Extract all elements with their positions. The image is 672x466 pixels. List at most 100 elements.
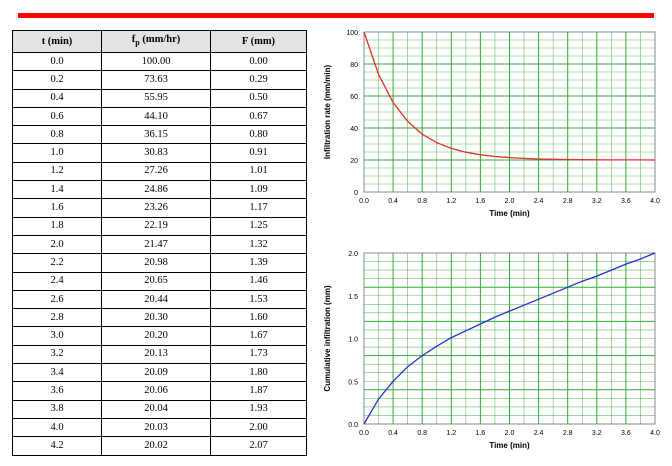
y-tick-label: 0.5: [348, 379, 358, 386]
y-axis-label: Cumulative infiltration (mm): [323, 285, 332, 392]
cell-cumulative: 1.80: [210, 363, 307, 383]
cell-cumulative: 1.53: [210, 289, 307, 310]
cell-rate: 22.19: [101, 216, 211, 236]
cell-time: 4.0: [12, 417, 102, 438]
table-body: 0.0 100.00 0.00 0.2 73.63 0.29 0.4 55.95 0.50 0.6…: [12, 51, 307, 456]
cell-cumulative: 1.60: [210, 308, 307, 328]
cell-cumulative: 0.00: [210, 51, 307, 72]
table-row: 3.4 20.09 1.80: [12, 363, 307, 383]
x-axis-label: Time (min): [489, 441, 530, 450]
x-tick-label: 0.4: [388, 430, 398, 437]
cell-rate: 24.86: [101, 180, 211, 200]
cumulative-infiltration-chart: 0.0 0.5 1.0 1.5 2.0 0.0 0.4 0.8 1.2 1.6 2.0 2.4 2.8 3…: [323, 251, 660, 450]
cell-rate: 20.03: [101, 417, 211, 438]
x-tick-label: 0.0: [359, 198, 369, 205]
header-cumulative: F (mm): [210, 30, 307, 53]
table-row: 0.6 44.10 0.67: [12, 106, 307, 127]
x-tick-label: 2.0: [505, 430, 515, 437]
table-row: 1.4 24.86 1.09: [12, 180, 307, 200]
infiltration-table: t (min) fp (mm/hr) F (mm) 0.0 100.00 0.00 0…: [12, 30, 307, 456]
y-tick-label: 20: [350, 158, 358, 165]
cell-time: 0.6: [12, 106, 102, 127]
cell-rate: 20.13: [101, 344, 211, 365]
cell-time: 1.8: [12, 216, 102, 236]
cell-cumulative: 0.67: [210, 106, 307, 127]
x-tick-label: 2.8: [563, 430, 573, 437]
cell-rate: 23.26: [101, 198, 211, 218]
table-row: 1.8 22.19 1.25: [12, 216, 307, 236]
cell-rate: 27.26: [101, 161, 211, 182]
table-row: 1.2 27.26 1.01: [12, 161, 307, 182]
cell-time: 2.6: [12, 289, 102, 310]
y-tick-label: 1.0: [348, 337, 358, 344]
x-tick-label: 2.4: [534, 430, 544, 437]
x-tick-label: 3.6: [621, 430, 631, 437]
x-tick-label: 2.4: [534, 198, 544, 205]
cell-time: 3.0: [12, 326, 102, 346]
cell-rate: 20.04: [101, 399, 211, 419]
cell-rate: 20.98: [101, 253, 211, 273]
cell-rate: 73.63: [101, 70, 211, 90]
cell-time: 2.0: [12, 234, 102, 255]
x-tick-label: 0.4: [388, 198, 398, 205]
x-tick-label: 2.0: [505, 198, 515, 205]
x-tick-label: 0.8: [417, 198, 427, 205]
cell-cumulative: 1.73: [210, 344, 307, 365]
cell-rate: 20.06: [101, 381, 211, 401]
cell-rate: 30.83: [101, 143, 211, 163]
cell-cumulative: 1.39: [210, 253, 307, 273]
table-row: 2.2 20.98 1.39: [12, 253, 307, 273]
table-row: 2.4 20.65 1.46: [12, 271, 307, 291]
table-header-row: t (min) fp (mm/hr) F (mm): [12, 30, 307, 53]
x-tick-label: 4.0: [650, 430, 660, 437]
table-row: 3.0 20.20 1.67: [12, 326, 307, 346]
cell-cumulative: 1.25: [210, 216, 307, 236]
x-tick-label: 1.6: [476, 198, 486, 205]
cell-cumulative: 1.67: [210, 326, 307, 346]
cell-time: 3.4: [12, 363, 102, 383]
cell-time: 0.0: [12, 51, 102, 72]
cell-cumulative: 2.07: [210, 436, 307, 456]
cell-rate: 20.44: [101, 289, 211, 310]
red-header-bar: [18, 13, 654, 18]
cell-cumulative: 1.01: [210, 161, 307, 182]
cell-time: 1.2: [12, 161, 102, 182]
cell-cumulative: 2.00: [210, 417, 307, 438]
cell-time: 2.4: [12, 271, 102, 291]
series-line: [363, 31, 656, 161]
table-row: 0.2 73.63 0.29: [12, 70, 307, 90]
cell-time: 0.2: [12, 70, 102, 90]
table-row: 0.0 100.00 0.00: [12, 51, 307, 72]
cell-time: 3.6: [12, 381, 102, 401]
x-tick-label: 1.2: [446, 198, 456, 205]
table-row: 2.8 20.30 1.60: [12, 308, 307, 328]
cell-rate: 20.30: [101, 308, 211, 328]
table-row: 3.8 20.04 1.93: [12, 399, 307, 419]
header-rate: fp (mm/hr): [101, 30, 211, 53]
table-row: 3.6 20.06 1.87: [12, 381, 307, 401]
cell-rate: 36.15: [101, 125, 211, 145]
table-row: 2.0 21.47 1.32: [12, 234, 307, 255]
table-row: 3.2 20.13 1.73: [12, 344, 307, 365]
cell-cumulative: 1.09: [210, 180, 307, 200]
cell-time: 2.2: [12, 253, 102, 273]
header-rate-unit: (mm/hr): [142, 33, 181, 45]
y-tick-label: 1.5: [348, 294, 358, 301]
y-tick-label: 80: [350, 62, 358, 69]
table-row: 4.2 20.02 2.07: [12, 436, 307, 456]
cell-cumulative: 1.32: [210, 234, 307, 255]
x-axis-label: Time (min): [489, 209, 530, 218]
cell-cumulative: 0.29: [210, 70, 307, 90]
table-row: 2.6 20.44 1.53: [12, 289, 307, 310]
cell-cumulative: 0.50: [210, 88, 307, 108]
y-tick-label: 2.0: [348, 251, 358, 258]
table-row: 0.8 36.15 0.80: [12, 125, 307, 145]
x-tick-label: 0.0: [359, 430, 369, 437]
y-tick-label: 40: [350, 126, 358, 133]
table-row: 4.0 20.03 2.00: [12, 417, 307, 438]
cell-time: 1.4: [12, 180, 102, 200]
x-tick-label: 0.8: [417, 430, 427, 437]
cell-cumulative: 1.17: [210, 198, 307, 218]
cell-time: 3.2: [12, 344, 102, 365]
table-row: 0.4 55.95 0.50: [12, 88, 307, 108]
